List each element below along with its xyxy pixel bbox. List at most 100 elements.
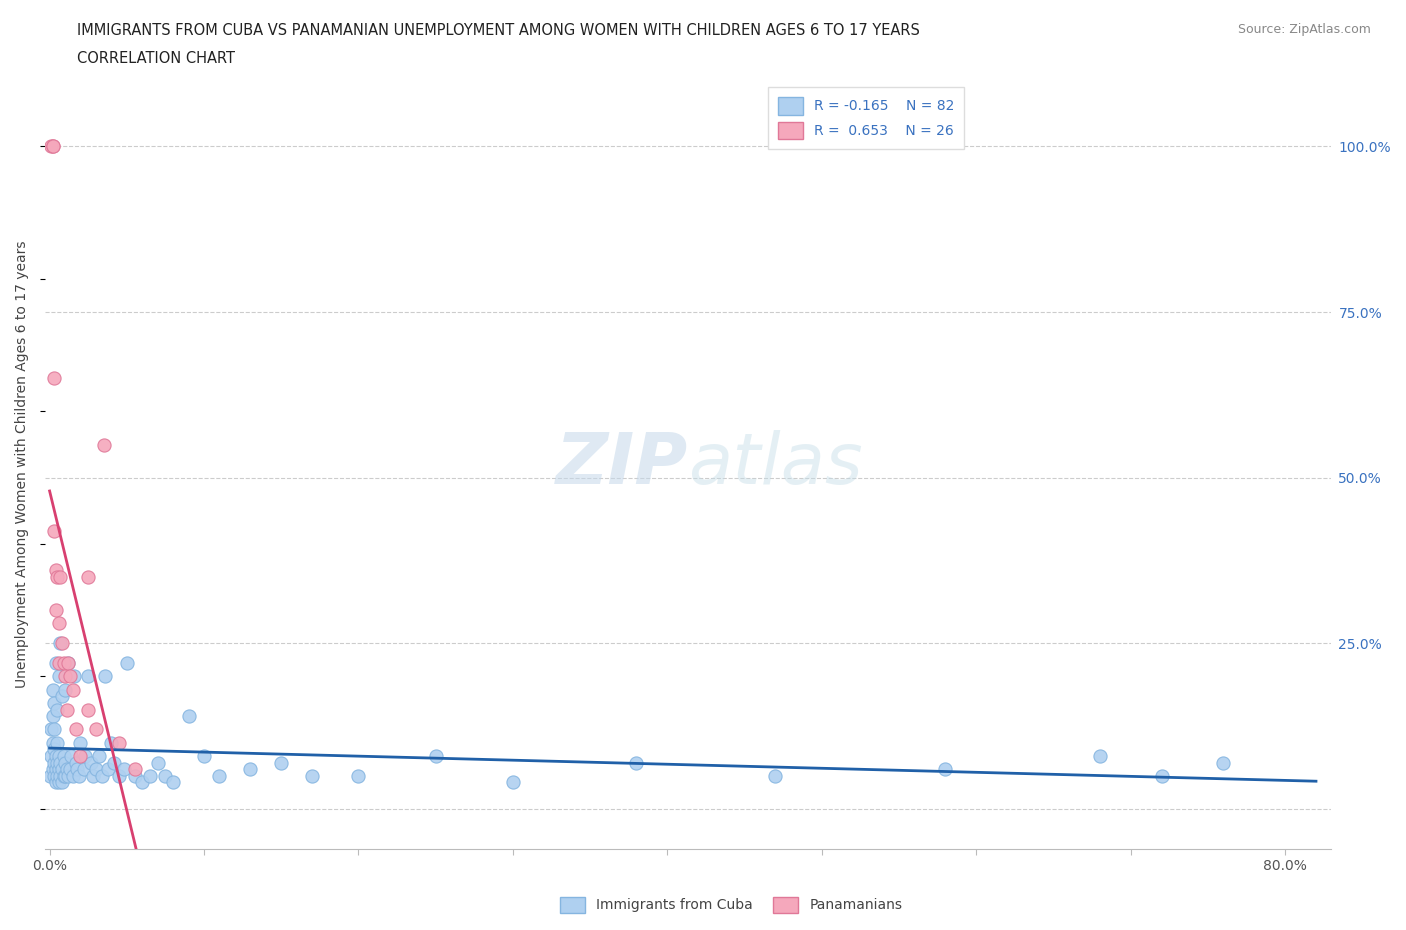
Point: [41, 683, 63, 698]
Point: [46, 702, 69, 717]
Point: [69, 749, 91, 764]
Point: [39, 768, 62, 783]
Point: [49, 768, 72, 783]
Point: [49, 755, 72, 770]
Text: ZIP: ZIP: [555, 430, 688, 498]
Legend: Immigrants from Cuba, Panamanians: Immigrants from Cuba, Panamanians: [554, 891, 908, 919]
Point: [177, 709, 200, 724]
Point: [87, 749, 110, 764]
Point: [91, 768, 114, 783]
Point: [63, 669, 86, 684]
Point: [51, 689, 73, 704]
Point: [69, 736, 91, 751]
Point: [239, 762, 262, 777]
Point: [270, 755, 292, 770]
Point: [1212, 755, 1234, 770]
Point: [131, 775, 153, 790]
Point: [49, 636, 72, 651]
Point: [44, 722, 66, 737]
Point: [66, 762, 89, 777]
Point: [48, 775, 70, 790]
Point: [155, 768, 177, 783]
Point: [626, 755, 648, 770]
Point: [124, 768, 146, 783]
Point: [53, 768, 76, 783]
Point: [48, 669, 70, 684]
Point: [65, 755, 87, 770]
Point: [51, 762, 73, 777]
Point: [45, 603, 67, 618]
Point: [82, 768, 104, 783]
Point: [45, 762, 67, 777]
Point: [39, 749, 62, 764]
Point: [108, 768, 131, 783]
Point: [55, 702, 77, 717]
Point: [46, 755, 69, 770]
Point: [41, 139, 63, 153]
Point: [347, 768, 370, 783]
Point: [45, 563, 67, 578]
Text: IMMIGRANTS FROM CUBA VS PANAMANIAN UNEMPLOYMENT AMONG WOMEN WITH CHILDREN AGES 6: IMMIGRANTS FROM CUBA VS PANAMANIAN UNEMP…: [77, 23, 920, 38]
Point: [41, 709, 63, 724]
Point: [59, 669, 82, 684]
Point: [75, 749, 97, 764]
Point: [80, 755, 103, 770]
Point: [44, 768, 66, 783]
Point: [425, 749, 447, 764]
Point: [1150, 768, 1173, 783]
Point: [52, 656, 75, 671]
Point: [53, 669, 76, 684]
Point: [77, 702, 100, 717]
Legend: R = -0.165    N = 82, R =  0.653    N = 26: R = -0.165 N = 82, R = 0.653 N = 26: [768, 87, 965, 149]
Point: [60, 749, 83, 764]
Point: [193, 749, 215, 764]
Point: [45, 775, 67, 790]
Point: [65, 722, 87, 737]
Point: [51, 636, 73, 651]
Point: [44, 371, 66, 386]
Point: [46, 768, 69, 783]
Point: [39, 722, 62, 737]
Y-axis label: Unemployment Among Women with Children Ages 6 to 17 years: Unemployment Among Women with Children A…: [15, 241, 30, 688]
Point: [53, 683, 76, 698]
Text: Source: ZipAtlas.com: Source: ZipAtlas.com: [1237, 23, 1371, 36]
Point: [77, 669, 100, 684]
Point: [56, 656, 79, 671]
Point: [112, 762, 135, 777]
Point: [93, 437, 115, 452]
Point: [1088, 749, 1111, 764]
Point: [765, 768, 787, 783]
Point: [97, 762, 120, 777]
Point: [44, 696, 66, 711]
Point: [94, 669, 117, 684]
Text: atlas: atlas: [688, 430, 863, 498]
Point: [502, 775, 524, 790]
Point: [52, 749, 75, 764]
Point: [55, 762, 77, 777]
Point: [48, 762, 70, 777]
Point: [208, 768, 231, 783]
Point: [56, 768, 79, 783]
Point: [39, 139, 62, 153]
Point: [49, 569, 72, 584]
Point: [52, 768, 75, 783]
Point: [124, 762, 146, 777]
Point: [53, 755, 76, 770]
Point: [46, 569, 69, 584]
Point: [108, 736, 131, 751]
Point: [56, 656, 79, 671]
Point: [48, 749, 70, 764]
Point: [41, 736, 63, 751]
Point: [100, 736, 122, 751]
Point: [84, 722, 107, 737]
Point: [41, 762, 63, 777]
Point: [103, 755, 125, 770]
Point: [115, 656, 138, 671]
Point: [48, 656, 70, 671]
Point: [84, 762, 107, 777]
Point: [44, 742, 66, 757]
Text: CORRELATION CHART: CORRELATION CHART: [77, 51, 235, 66]
Point: [62, 683, 84, 698]
Point: [41, 139, 63, 153]
Point: [48, 616, 70, 631]
